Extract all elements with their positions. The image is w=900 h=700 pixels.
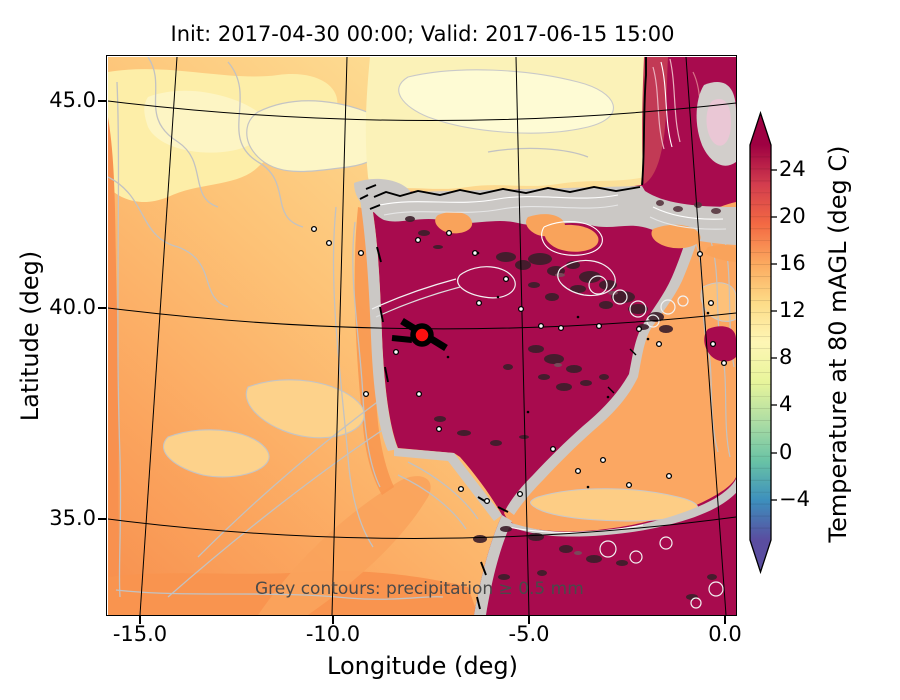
white-contour-lines bbox=[379, 194, 727, 533]
x-tickmark bbox=[139, 616, 141, 624]
y-tickmark bbox=[98, 518, 107, 520]
colorbar bbox=[749, 110, 777, 575]
precipitation-rings bbox=[371, 259, 724, 609]
y-tickmark bbox=[98, 100, 107, 102]
x-tickmark bbox=[332, 616, 334, 624]
y-tick-label: 45.0 bbox=[49, 88, 96, 112]
y-tick-label: 40.0 bbox=[49, 295, 96, 319]
tiny-black-dots bbox=[446, 251, 710, 489]
x-tick-label: -10.0 bbox=[305, 622, 361, 646]
colorbar-tick-label: −4 bbox=[779, 487, 810, 511]
x-tickmark bbox=[528, 616, 530, 624]
y-tickmark bbox=[98, 307, 107, 309]
map-plot: Grey contours: precipitation ≥ 0.5 mm bbox=[108, 57, 737, 615]
y-axis-label: Latitude (deg) bbox=[16, 250, 44, 422]
precipitation-cells bbox=[405, 200, 721, 600]
precipitation-note: Grey contours: precipitation ≥ 0.5 mm bbox=[255, 579, 584, 599]
colorbar-tick-label: 16 bbox=[779, 251, 806, 275]
x-tick-label: 0.0 bbox=[708, 622, 742, 646]
colorbar-tick-label: 24 bbox=[779, 157, 806, 181]
colorbar-tick-label: 4 bbox=[779, 392, 793, 416]
small-spot-markers bbox=[310, 225, 728, 505]
x-tickmark bbox=[724, 616, 726, 624]
plot-title: Init: 2017-04-30 00:00; Valid: 2017-06-1… bbox=[170, 22, 675, 46]
colorbar-tick-label: 20 bbox=[779, 204, 806, 228]
colorbar-gradient bbox=[750, 145, 771, 540]
colorbar-tick-label: 12 bbox=[779, 298, 806, 322]
colorbar-top-arrow bbox=[750, 113, 771, 145]
colorbar-tick-label: 8 bbox=[779, 345, 793, 369]
coastal-warm-patches bbox=[435, 211, 701, 252]
colorbar-bottom-arrow bbox=[750, 540, 771, 572]
x-tick-label: -15.0 bbox=[112, 622, 168, 646]
colorbar-tickmarks bbox=[771, 169, 777, 501]
x-axis-label: Longitude (deg) bbox=[327, 652, 518, 680]
x-tick-label: -5.0 bbox=[508, 622, 550, 646]
y-tick-label: 35.0 bbox=[49, 506, 96, 530]
station-marker bbox=[391, 318, 448, 351]
colorbar-tick-label: 0 bbox=[779, 440, 793, 464]
ocean-contour-lines bbox=[108, 57, 589, 600]
